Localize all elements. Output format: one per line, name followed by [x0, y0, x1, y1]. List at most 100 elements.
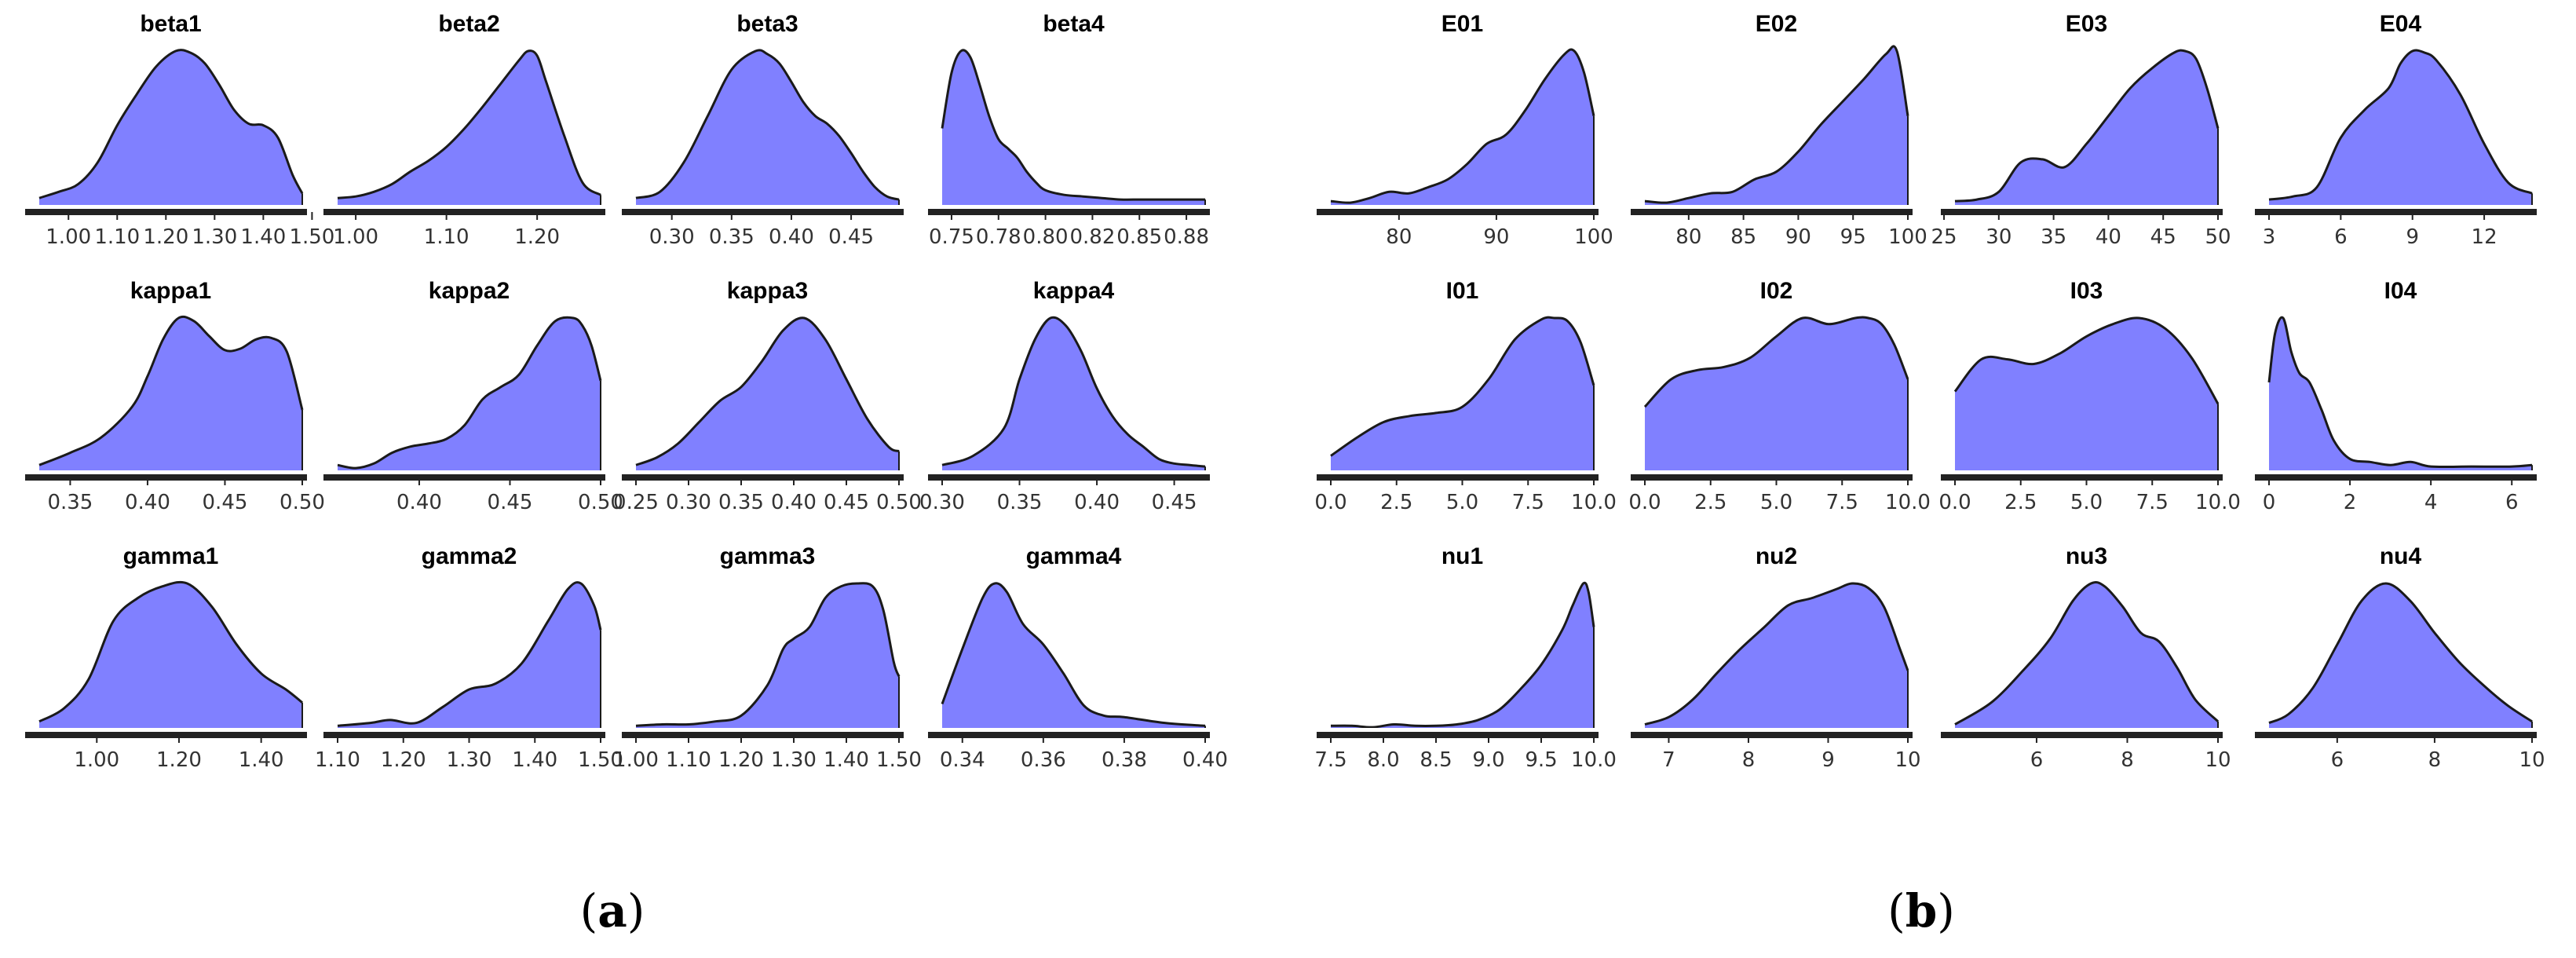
x-tick-label-beta4: 0.78	[976, 225, 1021, 249]
density-curve-i03	[1953, 316, 2220, 404]
x-tick-label-nu3: 6	[2030, 748, 2044, 772]
panel-title-e04: E04	[2380, 11, 2422, 37]
density-area-nu2	[1645, 583, 1908, 729]
density-panel-kappa2: kappa2 0.40 0.45 0.50	[323, 278, 623, 514]
density-panel-i02: I02 0.0 2.5 5.0 7.5 10.0	[1628, 278, 1931, 514]
panel-title-beta1: beta1	[140, 11, 201, 37]
panel-title-kappa3: kappa3	[727, 278, 808, 304]
x-tick-label-i04: 6	[2505, 491, 2519, 514]
x-tick-label-i01: 10.0	[1571, 491, 1617, 514]
x-tick-label-nu1: 8.0	[1367, 748, 1399, 772]
density-curve-kappa3	[635, 316, 900, 466]
panel-title-nu2: nu2	[1756, 543, 1797, 569]
density-panel-kappa3: kappa3 0.25 0.30 0.35 0.40 0.45 0.50	[613, 278, 922, 514]
x-tick-label-i01: 7.5	[1512, 491, 1544, 514]
caption-b-close: )	[1937, 884, 1955, 938]
x-tick-label-i01: 2.5	[1380, 491, 1412, 514]
density-panel-i04: I04 0 2 4 6	[2255, 278, 2537, 514]
x-tick-label-nu4: 8	[2428, 748, 2442, 772]
x-tick-label-e02: 80	[1675, 225, 1701, 249]
density-panel-e02: E02 80 85 90 95 100	[1631, 11, 1927, 249]
density-panel-kappa1: kappa1 0.35 0.40 0.45 0.50	[25, 278, 325, 514]
density-panel-i03: I03 0.0 2.5 5.0 7.5 10.0	[1938, 278, 2241, 514]
panel-title-kappa2: kappa2	[429, 278, 510, 304]
panel-title-gamma1: gamma1	[123, 543, 219, 569]
density-curve-nu4	[2268, 582, 2533, 725]
x-tick-label-gamma3: 1.10	[666, 748, 711, 772]
x-tick-label-beta4: 0.75	[929, 225, 974, 249]
x-tick-label-e02: 95	[1840, 225, 1866, 249]
density-curve-e01	[1330, 48, 1595, 204]
density-area-gamma2	[338, 582, 601, 729]
x-tick-label-gamma1: 1.00	[74, 748, 119, 772]
panel-title-kappa1: kappa1	[130, 278, 211, 304]
x-tick-label-gamma2: 1.50	[578, 748, 623, 772]
density-curve-gamma2	[337, 581, 602, 727]
density-curve-beta1	[38, 49, 304, 199]
x-tick-label-beta1: 1.30	[192, 225, 237, 249]
x-tick-label-nu3: 8	[2121, 748, 2134, 772]
caption-a: (a)	[580, 884, 645, 938]
density-panel-gamma3: gamma3 1.00 1.10 1.20 1.30 1.40 1.50	[613, 543, 922, 772]
panel-title-beta2: beta2	[438, 11, 499, 37]
x-tick-label-i03: 7.5	[2136, 491, 2169, 514]
x-tick-label-kappa4: 0.45	[1152, 491, 1197, 514]
density-curve-gamma4	[941, 582, 1206, 727]
density-area-beta1	[39, 49, 302, 206]
x-tick-label-gamma1: 1.40	[239, 748, 284, 772]
x-tick-label-kappa4: 0.40	[1074, 491, 1120, 514]
density-panel-nu2: nu2 7 8 9 10	[1631, 543, 1921, 772]
x-tick-label-kappa4: 0.35	[997, 491, 1043, 514]
x-tick-label-i03: 5.0	[2070, 491, 2103, 514]
x-tick-label-i02: 2.5	[1694, 491, 1726, 514]
density-panel-gamma4: gamma4 0.34 0.36 0.38 0.40	[928, 543, 1228, 772]
panel-title-e03: E03	[2066, 11, 2107, 37]
density-curve-kappa1	[38, 315, 304, 466]
density-curve-nu2	[1644, 582, 1909, 726]
panel-title-gamma2: gamma2	[422, 543, 517, 569]
x-tick-label-kappa3: 0.30	[666, 491, 711, 514]
density-curve-kappa4	[941, 316, 1206, 468]
density-panel-gamma1: gamma1 1.00 1.20 1.40	[25, 543, 307, 772]
density-panel-e04: E04 3 6 9 12	[2255, 11, 2537, 249]
panel-title-nu3: nu3	[2066, 543, 2107, 569]
x-tick-label-e03: 40	[2096, 225, 2121, 249]
panel-title-i01: I01	[1446, 278, 1479, 304]
x-tick-label-e04: 9	[2406, 225, 2419, 249]
x-tick-label-kappa2: 0.40	[396, 491, 442, 514]
x-tick-label-i02: 10.0	[1885, 491, 1931, 514]
x-tick-label-e04: 3	[2263, 225, 2276, 249]
density-panel-i01: I01 0.0 2.5 5.0 7.5 10.0	[1314, 278, 1617, 514]
x-tick-label-i04: 4	[2424, 491, 2438, 514]
density-area-beta2	[338, 50, 601, 206]
x-tick-label-e02: 90	[1785, 225, 1811, 249]
x-tick-label-beta3: 0.40	[769, 225, 814, 249]
density-panel-nu3: nu3 6 8 10	[1941, 543, 2231, 772]
x-tick-label-i04: 2	[2344, 491, 2357, 514]
x-tick-label-kappa1: 0.40	[125, 491, 170, 514]
x-tick-label-beta4: 0.85	[1116, 225, 1162, 249]
x-tick-label-nu1: 8.5	[1420, 748, 1452, 772]
panel-title-gamma4: gamma4	[1026, 543, 1122, 569]
density-curve-i01	[1330, 316, 1595, 457]
x-tick-label-kappa1: 0.50	[280, 491, 325, 514]
x-tick-label-e02: 100	[1888, 225, 1927, 249]
density-curve-e02	[1644, 45, 1909, 204]
x-tick-label-e01: 80	[1386, 225, 1412, 249]
density-panel-beta3: beta3 0.30 0.35 0.40 0.45	[622, 11, 904, 249]
density-curve-beta4	[941, 49, 1205, 201]
panel-title-beta4: beta4	[1043, 11, 1105, 37]
x-tick-label-nu2: 8	[1742, 748, 1756, 772]
density-curve-kappa2	[337, 316, 602, 470]
density-curve-nu3	[1954, 581, 2220, 726]
density-panel-e01: E01 80 90 100	[1317, 11, 1613, 249]
x-tick-label-i01: 5.0	[1446, 491, 1478, 514]
density-area-e02	[1645, 46, 1908, 207]
caption-a-close: )	[627, 884, 645, 938]
caption-a-open: (	[580, 884, 598, 938]
x-tick-label-beta3: 0.35	[709, 225, 755, 249]
panel-title-i04: I04	[2384, 278, 2417, 304]
density-area-gamma3	[636, 583, 899, 729]
